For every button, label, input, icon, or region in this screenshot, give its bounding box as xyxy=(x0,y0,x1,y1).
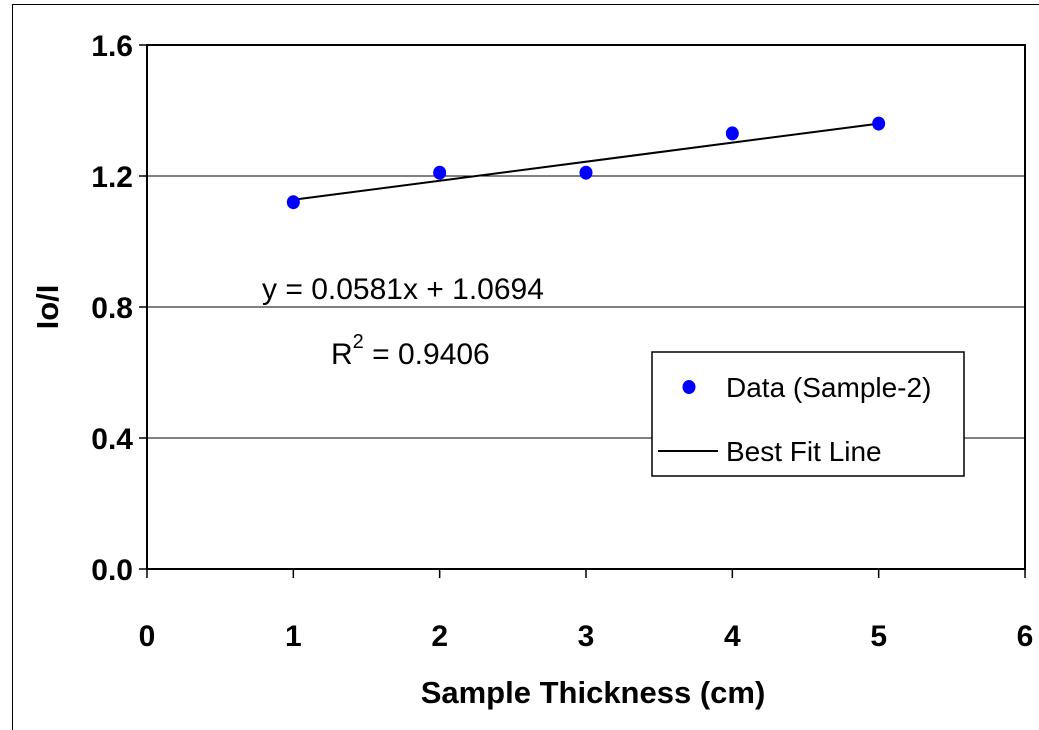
data-point-2 xyxy=(433,165,447,180)
x-tick-label-1: 1 xyxy=(285,620,302,653)
x-tick-label-4: 4 xyxy=(724,620,741,653)
regression-equation: y = 0.0581x + 1.0694 xyxy=(262,273,544,306)
x-tick-label-5: 5 xyxy=(870,620,887,653)
r-squared-annotation: R2 = 0.9406 xyxy=(331,331,490,371)
data-point-3 xyxy=(579,165,593,180)
axes: 0.0 0.4 0.8 1.2 1.6 0 1 2 3 4 5 6 xyxy=(91,30,1033,653)
r-squared-value: = 0.9406 xyxy=(364,338,490,371)
y-tick-label-1: 0.4 xyxy=(91,423,133,456)
y-tick-label-2: 0.8 xyxy=(91,292,133,325)
data-point-4 xyxy=(725,126,739,141)
data-point-1 xyxy=(286,195,300,210)
best-fit-line xyxy=(293,122,879,201)
data-point-5 xyxy=(872,116,886,131)
legend-box xyxy=(651,351,965,477)
x-tick-label-0: 0 xyxy=(139,620,156,653)
chart-marks xyxy=(286,116,886,210)
x-tick-label-2: 2 xyxy=(431,620,448,653)
legend: Data (Sample-2) Best Fit Line xyxy=(651,351,965,477)
chart-frame xyxy=(12,4,1039,730)
y-axis-title: Io/I xyxy=(30,285,65,330)
x-tick-label-6: 6 xyxy=(1017,620,1034,653)
x-tick-label-3: 3 xyxy=(578,620,595,653)
y-tick-label-3: 1.2 xyxy=(91,161,133,194)
r-squared-symbol: R xyxy=(331,338,353,371)
r-squared-superscript: 2 xyxy=(353,331,364,353)
legend-label-data: Data (Sample-2) xyxy=(726,372,931,403)
legend-marker-data xyxy=(682,380,696,394)
x-axis-title: Sample Thickness (cm) xyxy=(421,675,766,710)
legend-label-best-fit-line: Best Fit Line xyxy=(726,436,882,467)
y-tick-label-0: 0.0 xyxy=(91,554,133,587)
y-tick-label-4: 1.6 xyxy=(91,30,133,63)
